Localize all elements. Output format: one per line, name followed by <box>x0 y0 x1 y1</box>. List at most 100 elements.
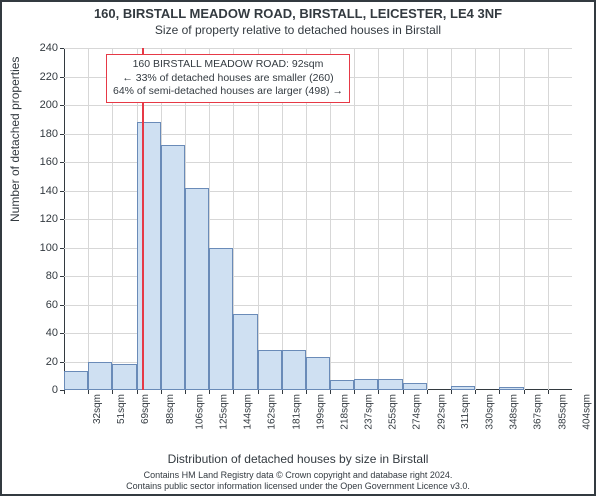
x-tick-label: 237sqm <box>364 394 375 430</box>
y-tick-mark <box>60 219 64 220</box>
y-tick-label: 60 <box>18 299 58 311</box>
x-tick-mark <box>233 390 234 394</box>
y-tick-label: 200 <box>18 99 58 111</box>
y-tick-mark <box>60 191 64 192</box>
histogram-bar <box>258 350 282 390</box>
y-tick-label: 20 <box>18 356 58 368</box>
y-tick-label: 80 <box>18 270 58 282</box>
y-tick-mark <box>60 276 64 277</box>
x-tick-mark <box>451 390 452 394</box>
gridline-v <box>451 48 452 390</box>
histogram-bar <box>378 379 402 390</box>
annotation-box: 160 BIRSTALL MEADOW ROAD: 92sqm← 33% of … <box>106 54 350 103</box>
y-tick-mark <box>60 362 64 363</box>
x-tick-label: 330sqm <box>485 394 496 430</box>
gridline-v <box>427 48 428 390</box>
x-tick-mark <box>209 390 210 394</box>
x-tick-label: 255sqm <box>388 394 399 430</box>
y-tick-label: 180 <box>18 128 58 140</box>
annotation-line1: 160 BIRSTALL MEADOW ROAD: 92sqm <box>113 58 343 72</box>
y-tick-label: 140 <box>18 185 58 197</box>
y-tick-mark <box>60 77 64 78</box>
x-tick-mark <box>475 390 476 394</box>
y-tick-mark <box>60 134 64 135</box>
x-tick-label: 32sqm <box>92 394 103 424</box>
attribution-line2: Contains public sector information licen… <box>2 481 594 492</box>
x-tick-mark <box>378 390 379 394</box>
y-tick-mark <box>60 248 64 249</box>
x-tick-mark <box>330 390 331 394</box>
attribution-line1: Contains HM Land Registry data © Crown c… <box>2 470 594 481</box>
x-tick-label: 181sqm <box>291 394 302 430</box>
x-tick-mark <box>112 390 113 394</box>
x-tick-mark <box>282 390 283 394</box>
gridline-h <box>64 48 572 49</box>
histogram-bar <box>451 386 475 390</box>
histogram-bar <box>499 387 523 390</box>
x-tick-label: 51sqm <box>116 394 127 424</box>
histogram-bar <box>306 357 330 390</box>
x-tick-label: 404sqm <box>581 394 592 430</box>
x-tick-label: 69sqm <box>140 394 151 424</box>
histogram-bar <box>209 248 233 391</box>
histogram-bar <box>185 188 209 390</box>
x-axis-label: Distribution of detached houses by size … <box>2 452 594 466</box>
y-tick-label: 160 <box>18 156 58 168</box>
gridline-v <box>524 48 525 390</box>
x-tick-mark <box>354 390 355 394</box>
y-tick-mark <box>60 162 64 163</box>
x-tick-label: 311sqm <box>460 394 471 429</box>
y-tick-label: 240 <box>18 42 58 54</box>
histogram-bar <box>403 383 427 390</box>
x-tick-mark <box>88 390 89 394</box>
x-tick-mark <box>403 390 404 394</box>
x-tick-mark <box>161 390 162 394</box>
x-tick-label: 348sqm <box>509 394 520 430</box>
histogram-bar <box>354 379 378 390</box>
x-tick-label: 199sqm <box>315 394 326 430</box>
gridline-h <box>64 105 572 106</box>
attribution-text: Contains HM Land Registry data © Crown c… <box>2 470 594 492</box>
annotation-line2: ← 33% of detached houses are smaller (26… <box>113 72 343 86</box>
x-tick-mark <box>548 390 549 394</box>
histogram-bar <box>233 314 257 390</box>
gridline-v <box>475 48 476 390</box>
chart-title: 160, BIRSTALL MEADOW ROAD, BIRSTALL, LEI… <box>2 6 594 21</box>
x-tick-mark <box>524 390 525 394</box>
x-tick-label: 125sqm <box>219 394 230 430</box>
y-tick-label: 100 <box>18 242 58 254</box>
y-tick-label: 120 <box>18 213 58 225</box>
x-tick-label: 292sqm <box>436 394 447 430</box>
histogram-bar <box>137 122 161 390</box>
x-tick-label: 144sqm <box>243 394 254 430</box>
histogram-bar <box>64 371 88 390</box>
x-tick-label: 274sqm <box>412 394 423 430</box>
chart-subtitle: Size of property relative to detached ho… <box>2 23 594 37</box>
annotation-line3: 64% of semi-detached houses are larger (… <box>113 85 343 99</box>
gridline-v <box>403 48 404 390</box>
x-tick-mark <box>258 390 259 394</box>
x-tick-mark <box>185 390 186 394</box>
y-tick-mark <box>60 105 64 106</box>
x-tick-label: 162sqm <box>267 394 278 430</box>
x-tick-label: 88sqm <box>165 394 176 424</box>
x-tick-label: 106sqm <box>194 394 205 430</box>
histogram-bar <box>161 145 185 390</box>
x-tick-mark <box>64 390 65 394</box>
x-tick-mark <box>499 390 500 394</box>
x-tick-mark <box>427 390 428 394</box>
gridline-v <box>378 48 379 390</box>
y-tick-label: 40 <box>18 327 58 339</box>
chart-container: 160, BIRSTALL MEADOW ROAD, BIRSTALL, LEI… <box>0 0 596 496</box>
plot-area: 02040608010012014016018020022024032sqm51… <box>64 48 572 390</box>
y-tick-mark <box>60 333 64 334</box>
x-tick-label: 367sqm <box>533 394 544 430</box>
histogram-bar <box>330 380 354 390</box>
x-tick-mark <box>137 390 138 394</box>
histogram-bar <box>88 362 112 391</box>
y-tick-mark <box>60 48 64 49</box>
x-tick-label: 218sqm <box>339 394 350 430</box>
y-tick-label: 0 <box>18 384 58 396</box>
x-tick-mark <box>306 390 307 394</box>
gridline-v <box>548 48 549 390</box>
